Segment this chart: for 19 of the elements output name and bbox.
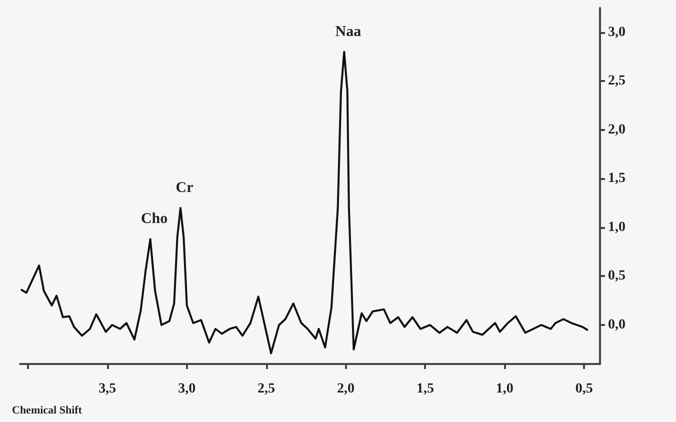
y-tick-label: 2,5	[608, 74, 626, 89]
x-tick-label: 2,5	[258, 382, 276, 396]
y-tick-label: 1,5	[608, 171, 626, 186]
annotation: Cho	[140, 211, 168, 228]
line-series	[20, 50, 588, 354]
y-tick-label: 0,5	[608, 268, 626, 284]
x-tick-label: 3,0	[178, 382, 196, 396]
x-tick-label: 2,0	[337, 382, 355, 396]
x-tick-label: 1,5	[416, 382, 434, 396]
x-tick-label: 1,0	[496, 382, 514, 396]
x-tick-label: 0,5	[575, 382, 593, 396]
annotation: Cr	[176, 180, 194, 196]
y-tick-label: 2,0	[608, 122, 626, 138]
y-tick-label: 0,0	[608, 317, 626, 332]
y-tick-label: 1,0	[608, 220, 626, 235]
y-tick-label: 3,0	[608, 24, 626, 40]
annotation: Naa	[335, 24, 362, 40]
x-tick-label: 3,5	[98, 382, 116, 396]
x-axis-title: Chemical Shift	[12, 404, 82, 416]
